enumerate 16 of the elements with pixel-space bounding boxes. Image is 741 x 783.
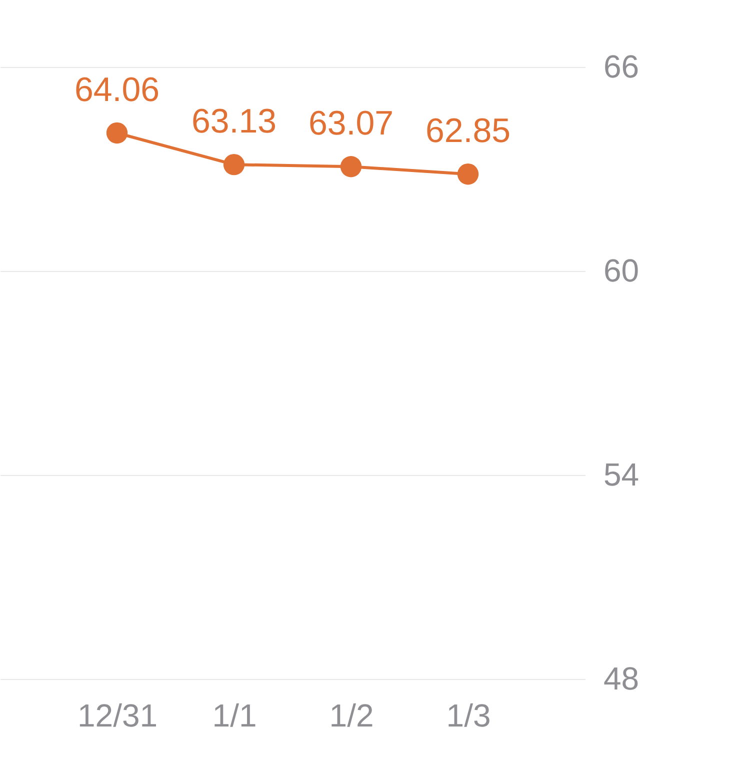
x-tick-label: 1/2 — [329, 698, 374, 734]
data-label: 63.13 — [191, 102, 277, 141]
y-tick-label: 66 — [604, 48, 640, 84]
point — [223, 154, 245, 176]
data-label: 62.85 — [425, 112, 511, 150]
data-label: 63.07 — [308, 104, 394, 143]
point — [106, 122, 128, 144]
x-tick-label: 1/3 — [446, 698, 491, 734]
y-tick-label: 48 — [604, 660, 640, 696]
point — [340, 156, 362, 178]
x-tick-label: 12/31 — [77, 698, 158, 734]
y-tick-label: 60 — [604, 252, 640, 288]
x-tick-label: 1/1 — [212, 698, 257, 734]
point — [457, 164, 479, 185]
y-tick-label: 54 — [604, 456, 640, 492]
data-label: 64.06 — [74, 70, 160, 109]
